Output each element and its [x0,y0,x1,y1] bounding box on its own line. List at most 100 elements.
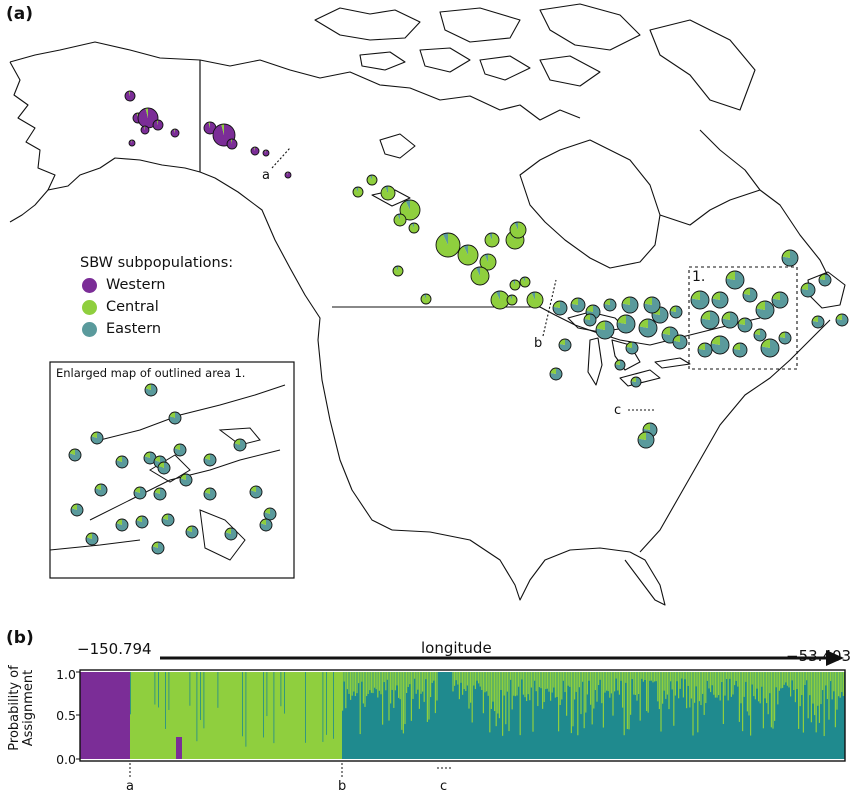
structure-plot [76,650,846,779]
inset-pie-11 [179,473,193,487]
legend: SBW subpopulations: Western Central East… [80,255,233,340]
pie-western-4 [140,125,150,135]
canada-us-border [332,306,761,346]
pie-western-10 [262,149,270,157]
pie-western-0 [124,90,136,102]
western-swatch [82,277,97,293]
pie-eastern-33 [835,313,849,327]
arctic-island-6 [479,55,531,81]
arctic-island-5 [419,47,471,73]
pie-eastern-8 [672,334,688,350]
lake-ontario [654,357,691,369]
pie-central-16 [392,265,404,277]
pie-eastern-29 [778,331,792,345]
us-southern-border [391,529,631,601]
pie-central-17 [420,293,432,305]
arctic-island-2 [439,7,521,43]
inset-pie-21 [224,527,238,541]
pie-central-0 [366,174,378,186]
pie-central-2 [399,199,421,221]
pie-eastern-5 [638,318,658,338]
break-label-c: c [440,779,448,794]
us-west-coast [317,339,393,531]
inset-pie-15 [70,503,84,517]
us-east-coast [639,319,831,553]
pie-central-6 [457,244,479,266]
ytick-05: 0.5 [56,708,76,723]
legend-item-central: Central [80,296,233,318]
pie-eastern-15 [690,290,710,310]
pie-central-13 [509,279,521,291]
inset-pie-23 [263,507,277,521]
arctic-island-7 [539,55,601,87]
arctic-island-3 [539,3,641,51]
pie-central-4 [408,222,420,234]
break-label-a: a [126,779,134,794]
pie-eastern-35 [549,367,563,381]
pie-central-7 [479,253,497,271]
pie-eastern-37 [637,431,655,449]
pie-eastern-13 [643,296,661,314]
pie-eastern-9 [558,338,572,352]
panel-a-label: (a) [6,4,34,24]
pie-eastern-32 [818,273,832,287]
inset-pie-4 [115,455,129,469]
pie-eastern-3 [595,320,615,340]
pie-eastern-26 [697,342,713,358]
pie-western-5 [170,128,180,138]
map-marker-a: a [262,168,270,183]
inset-pie-25 [85,532,99,546]
pie-eastern-20 [771,291,789,309]
inset-pie-7 [157,461,171,475]
pie-central-11 [509,221,527,239]
legend-item-western: Western [80,274,233,296]
inset-pie-17 [135,515,149,529]
break-label-b: b [338,779,347,794]
inset-pie-12 [133,486,147,500]
inset-pie-19 [185,525,199,539]
pie-central-19 [506,294,518,306]
labrador-coast [699,129,761,191]
arctic-island-4 [649,19,756,111]
lake-erie [619,369,661,387]
pie-eastern-19 [755,300,775,320]
inset-pie-26 [151,541,165,555]
legend-item-eastern: Eastern [80,318,233,340]
hudson-bay [519,139,661,269]
pie-eastern-31 [800,282,816,298]
ytick-0: 0.0 [56,752,76,767]
pie-eastern-16 [711,291,729,309]
inset-pie-14 [94,483,108,497]
pie-western-3 [152,119,164,131]
area-1-label: 1. [692,269,706,285]
pie-eastern-1 [570,297,586,313]
pie-western-12 [284,171,292,179]
arctic-island-8 [359,51,406,71]
pie-eastern-12 [621,296,639,314]
pie-central-12 [490,290,510,310]
pie-central-15 [526,291,544,309]
pie-eastern-22 [721,311,739,329]
legend-label-central: Central [106,299,159,315]
inset-pie-2 [90,431,104,445]
pie-eastern-24 [753,328,767,342]
pie-eastern-25 [710,335,730,355]
pie-western-11 [128,139,136,147]
pie-western-8 [226,138,238,150]
longitude-arrowhead [826,650,844,666]
pie-eastern-27 [732,342,748,358]
inset-pie-24 [259,518,273,532]
pie-eastern-17 [725,270,745,290]
legend-label-eastern: Eastern [106,321,162,337]
pie-central-8 [470,266,490,286]
bar-block-central [130,672,342,759]
panel-b-label: (b) [6,628,34,648]
marker-b-line [542,279,557,337]
central-swatch [82,299,97,315]
alaska-coastline [9,41,321,341]
inset-pie-9 [203,453,217,467]
inset-pie-10 [233,438,247,452]
pie-eastern-40 [630,376,642,388]
pie-eastern-39 [614,359,626,371]
marker-a-line [271,147,291,169]
